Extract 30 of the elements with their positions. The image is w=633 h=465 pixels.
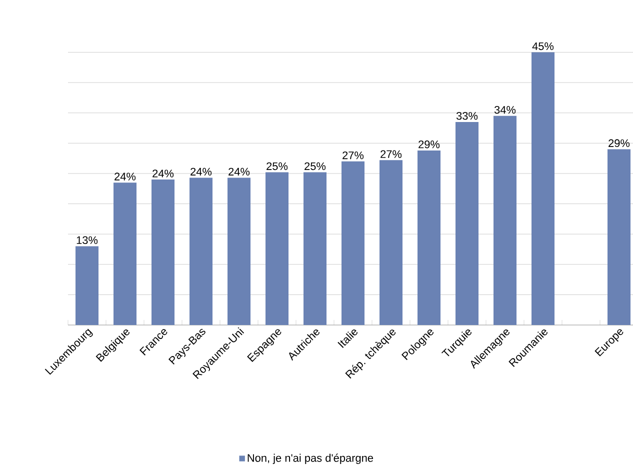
- data-label: 27%: [380, 150, 402, 158]
- data-label: 34%: [494, 106, 516, 114]
- bar: [190, 178, 213, 325]
- bar: [342, 161, 365, 325]
- bar: [494, 116, 517, 325]
- bar: [266, 172, 289, 325]
- data-label: 45%: [532, 42, 554, 50]
- bar: [114, 182, 136, 325]
- bar: [152, 180, 175, 325]
- data-label: 25%: [304, 162, 326, 170]
- bar: [380, 160, 403, 325]
- data-label: 29%: [608, 139, 630, 148]
- data-label: 24%: [228, 168, 250, 176]
- data-label: 33%: [456, 112, 478, 120]
- data-label: 25%: [266, 162, 288, 170]
- bar: [304, 172, 327, 325]
- bar: [608, 149, 631, 325]
- bar: [76, 246, 98, 325]
- data-label: 24%: [114, 172, 136, 180]
- bar: [456, 122, 479, 325]
- data-label: 29%: [418, 140, 440, 148]
- bar: [532, 52, 555, 325]
- data-label: 24%: [152, 170, 174, 178]
- bar: [418, 150, 441, 325]
- x-tick-label: Italie: [338, 329, 358, 348]
- legend-label: Non, je n'ai pas d'épargne: [248, 454, 374, 464]
- data-label: 13%: [76, 236, 98, 244]
- data-label: 24%: [190, 168, 212, 176]
- data-label: 27%: [342, 151, 364, 160]
- bar: [228, 178, 251, 325]
